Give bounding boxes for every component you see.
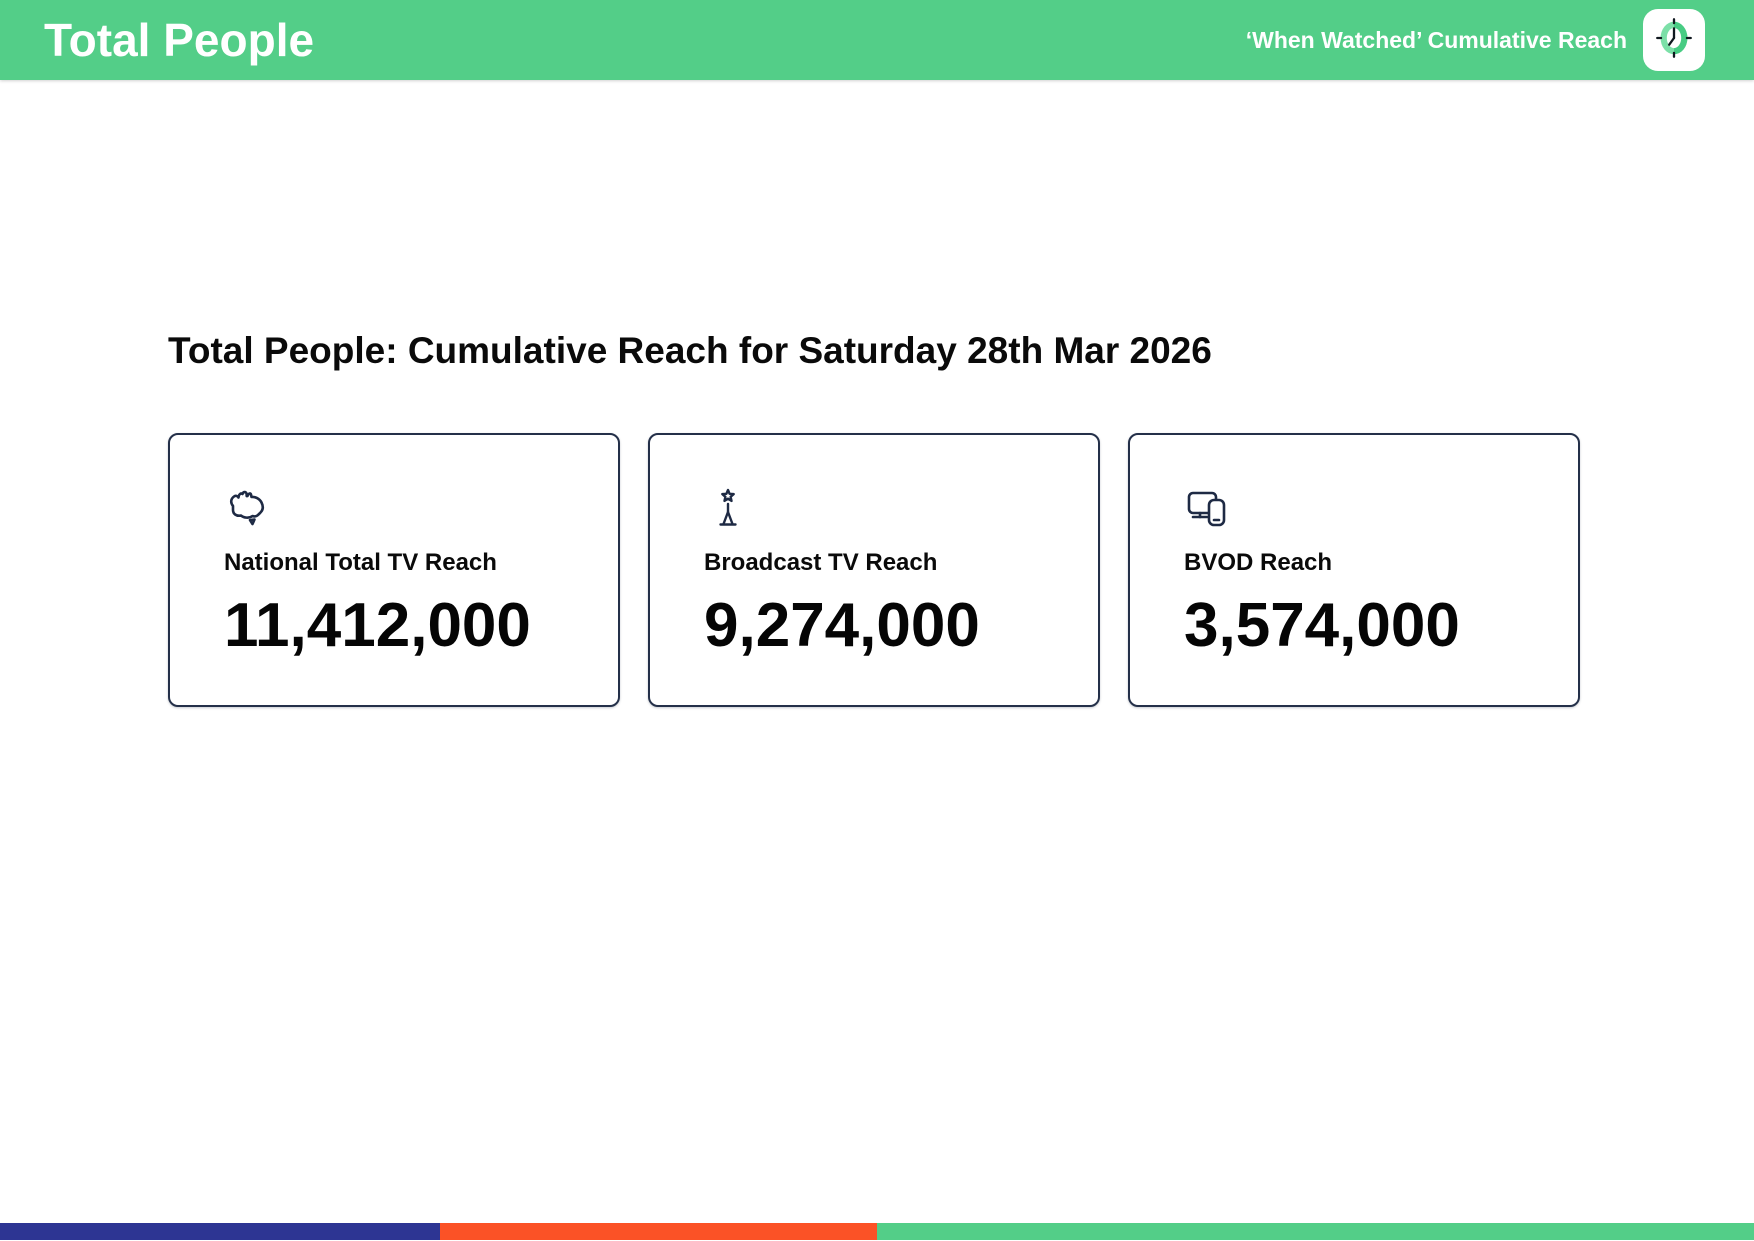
footer-segment-green: [877, 1223, 1754, 1240]
kpi-label: National Total TV Reach: [224, 549, 497, 576]
kpi-card-row: National Total TV Reach 11,412,000 Broad…: [168, 433, 1580, 707]
section-heading: Total People: Cumulative Reach for Satur…: [168, 330, 1212, 371]
clock-logo: [1643, 9, 1705, 71]
kpi-card-national-total-tv: National Total TV Reach 11,412,000: [168, 433, 620, 707]
footer-stripe: [0, 1223, 1754, 1240]
kpi-value: 11,412,000: [224, 591, 531, 660]
header-subtitle: ‘When Watched’ Cumulative Reach: [1245, 26, 1627, 53]
broadcast-tower-icon: [704, 484, 752, 532]
footer-segment-navy: [0, 1223, 440, 1240]
kpi-value: 3,574,000: [1184, 591, 1460, 660]
kpi-card-broadcast-tv: Broadcast TV Reach 9,274,000: [648, 433, 1100, 707]
clock-icon: [1651, 15, 1697, 66]
australia-map-icon: [224, 484, 272, 532]
footer-segment-orange: [440, 1223, 877, 1240]
kpi-label: BVOD Reach: [1184, 549, 1333, 576]
kpi-label: Broadcast TV Reach: [704, 549, 938, 576]
kpi-value: 9,274,000: [704, 591, 980, 660]
kpi-card-bvod: BVOD Reach 3,574,000: [1128, 433, 1580, 707]
page-title: Total People: [44, 14, 315, 66]
tv-and-phone-icon: [1184, 484, 1232, 532]
header-right: ‘When Watched’ Cumulative Reach: [1246, 9, 1754, 71]
header-bar: Total People ‘When Watched’ Cumulative R…: [0, 0, 1754, 80]
